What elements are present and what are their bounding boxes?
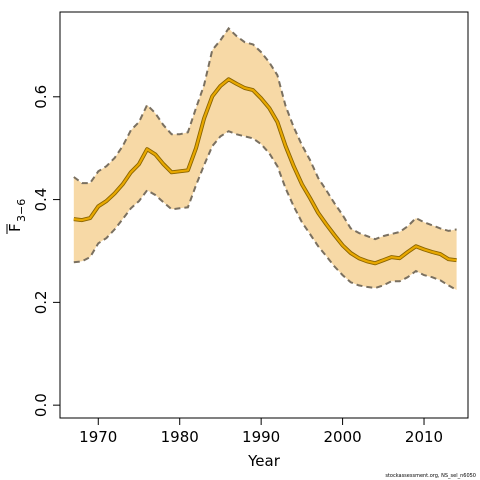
confidence-band <box>73 28 457 291</box>
footnote: stockassessment.org, NS_sel_n6050 <box>385 473 476 479</box>
y-axis-label-group: F 3−6 <box>6 199 28 234</box>
y-tick-label: 0.0 <box>32 393 50 417</box>
x-tick-label: 2000 <box>323 428 361 446</box>
x-axis-label: Year <box>247 452 281 470</box>
y-tick-label: 0.2 <box>32 290 50 314</box>
y-axis-label-sub: 3−6 <box>15 199 28 222</box>
x-tick-label: 1970 <box>79 428 117 446</box>
upper-bound <box>73 26 457 241</box>
y-axis-label: F <box>6 223 24 232</box>
y-tick-label: 0.6 <box>32 85 50 109</box>
y-tick-label: 0.4 <box>32 188 50 212</box>
line <box>73 78 457 265</box>
lower-bound <box>73 130 458 291</box>
plot-frame <box>59 11 469 419</box>
x-tick-label: 1990 <box>242 428 280 446</box>
x-tick-label: 1980 <box>161 428 199 446</box>
x-tick-label: 2010 <box>405 428 443 446</box>
